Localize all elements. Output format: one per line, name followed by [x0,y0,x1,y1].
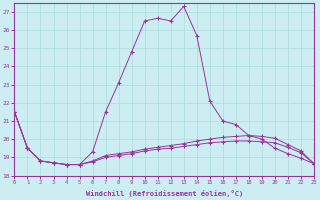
X-axis label: Windchill (Refroidissement éolien,°C): Windchill (Refroidissement éolien,°C) [85,190,243,197]
